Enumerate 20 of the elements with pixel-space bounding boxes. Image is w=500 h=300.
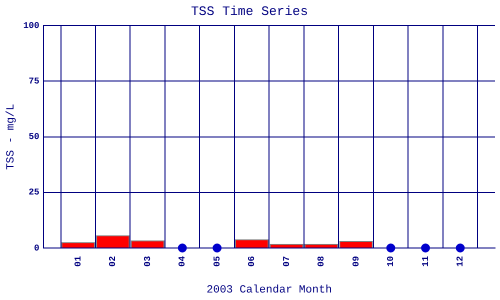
x-tick-label: 06 [247, 256, 258, 267]
x-tick-label: 12 [456, 256, 466, 267]
x-tick-label: 08 [316, 256, 327, 267]
x-tick-label: 02 [108, 256, 118, 267]
x-tick-label: 05 [212, 256, 222, 267]
y-tick-label: 0 [34, 243, 40, 254]
x-tick-label: 03 [142, 256, 153, 267]
x-tick-label: 09 [351, 256, 362, 267]
chart-title: TSS Time Series [190, 4, 308, 20]
y-tick-label: 25 [28, 188, 40, 198]
y-tick-label: 50 [28, 132, 40, 142]
x-tick-label: 07 [282, 256, 292, 267]
x-tick-label: 11 [420, 255, 431, 267]
x-axis-title: 2003 Calendar Month [206, 284, 332, 296]
y-tick-label: 100 [23, 20, 40, 31]
y-tick-label: 75 [28, 76, 40, 86]
x-tick-label: 04 [178, 255, 188, 267]
x-tick-label: 10 [386, 256, 396, 267]
x-tick-label: 01 [73, 255, 84, 267]
y-axis-title: TSS - mg/L [6, 104, 18, 170]
